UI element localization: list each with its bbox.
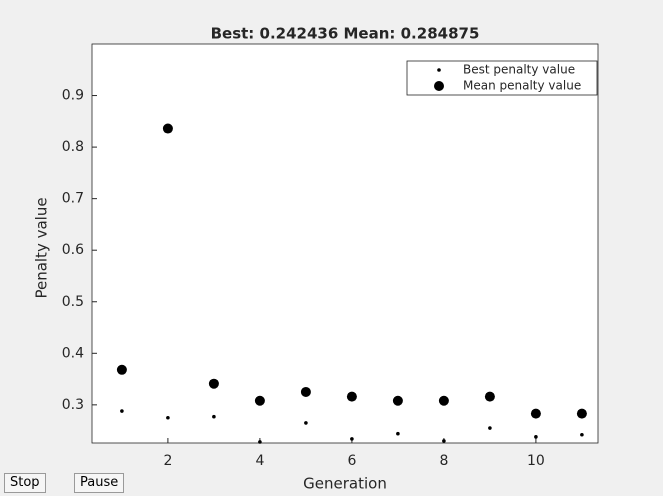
y-tick-label: 0.8 bbox=[62, 139, 84, 155]
x-tick-label: 4 bbox=[255, 453, 264, 469]
legend-label: Mean penalty value bbox=[463, 79, 581, 93]
marker bbox=[254, 395, 265, 406]
legend-marker bbox=[437, 68, 441, 72]
y-axis-label: Penalty value bbox=[33, 197, 51, 298]
marker bbox=[258, 440, 262, 444]
marker bbox=[166, 415, 170, 420]
stop-button[interactable]: Stop bbox=[4, 473, 46, 493]
y-tick-label: 0.4 bbox=[62, 345, 84, 361]
y-tick-label: 0.9 bbox=[62, 88, 84, 104]
y-tick-label: 0.6 bbox=[62, 242, 84, 258]
x-tick-label: 10 bbox=[527, 453, 545, 469]
x-tick-label: 8 bbox=[439, 453, 448, 469]
y-tick-label: 0.3 bbox=[62, 397, 84, 413]
x-tick-label: 2 bbox=[163, 453, 172, 469]
y-tick-label: 0.7 bbox=[62, 191, 84, 207]
marker bbox=[116, 364, 127, 375]
marker bbox=[534, 435, 538, 439]
marker bbox=[576, 408, 587, 419]
marker bbox=[438, 395, 449, 406]
marker bbox=[346, 391, 357, 402]
x-axis-label: Generation bbox=[303, 475, 387, 493]
legend-label: Best penalty value bbox=[463, 63, 575, 77]
marker bbox=[484, 391, 495, 402]
marker bbox=[208, 378, 219, 389]
marker bbox=[304, 421, 308, 425]
marker bbox=[442, 439, 446, 443]
marker bbox=[488, 426, 492, 430]
marker bbox=[162, 123, 173, 134]
marker bbox=[120, 409, 124, 413]
marker bbox=[300, 386, 311, 397]
chart-title: Best: 0.242436 Mean: 0.284875 bbox=[211, 25, 480, 43]
marker bbox=[350, 437, 354, 441]
marker bbox=[580, 432, 584, 437]
pause-button[interactable]: Pause bbox=[74, 473, 125, 493]
legend-marker bbox=[434, 81, 444, 91]
axes-box bbox=[91, 43, 599, 444]
marker bbox=[392, 395, 403, 406]
x-tick-label: 6 bbox=[347, 453, 356, 469]
marker bbox=[396, 431, 400, 436]
y-tick-label: 0.5 bbox=[62, 294, 84, 310]
marker bbox=[212, 414, 216, 419]
marker bbox=[530, 408, 541, 419]
